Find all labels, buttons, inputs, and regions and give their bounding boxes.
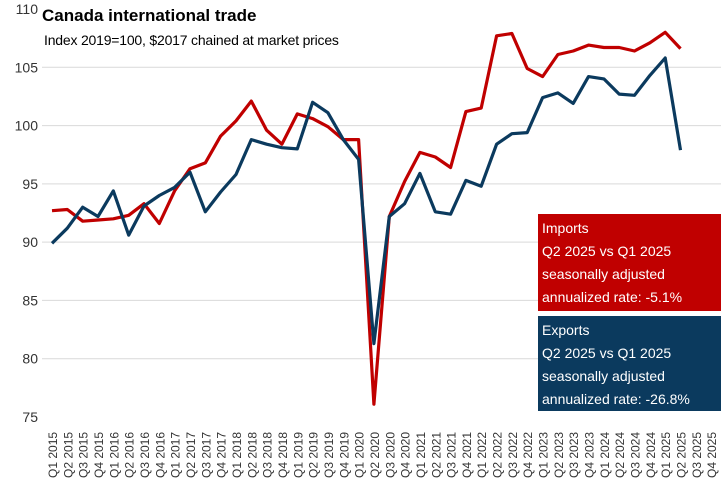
x-tick-label: Q4 2020 <box>399 432 413 478</box>
x-tick-label: Q2 2019 <box>307 432 321 478</box>
x-tick-label: Q1 2018 <box>230 432 244 478</box>
exports-annotation-line: seasonally adjusted <box>542 368 665 384</box>
exports-annotation-line: Exports <box>542 322 590 338</box>
series-line-imports <box>51 30 682 406</box>
x-tick-label: Q3 2023 <box>567 432 581 478</box>
x-tick-label: Q2 2023 <box>552 432 566 478</box>
x-tick-label: Q3 2025 <box>690 432 704 478</box>
x-tick-label: Q4 2018 <box>276 432 290 478</box>
x-tick-label: Q3 2019 <box>322 432 336 478</box>
x-tick-label: Q2 2025 <box>675 432 689 478</box>
x-tick-label: Q1 2021 <box>414 432 428 478</box>
x-tick-label: Q4 2023 <box>583 432 597 478</box>
chart-title: Canada international trade <box>42 6 257 25</box>
imports-annotation-line: annualized rate: -5.1% <box>542 289 683 305</box>
x-tick-label: Q2 2015 <box>61 432 75 478</box>
x-tick-label: Q1 2025 <box>659 432 673 478</box>
x-tick-label: Q1 2015 <box>46 432 60 478</box>
x-tick-label: Q4 2024 <box>644 432 658 478</box>
x-tick-label: Q3 2015 <box>77 432 91 478</box>
x-tick-label: Q2 2020 <box>368 432 382 478</box>
x-tick-label: Q4 2025 <box>705 432 719 478</box>
x-tick-label: Q4 2015 <box>92 432 106 478</box>
x-tick-label: Q2 2018 <box>245 432 259 478</box>
x-tick-label: Q2 2017 <box>184 432 198 478</box>
x-tick-label: Q3 2018 <box>261 432 275 478</box>
y-tick-label: 75 <box>22 409 38 425</box>
y-tick-label: 85 <box>22 292 38 308</box>
x-tick-label: Q1 2016 <box>107 432 121 478</box>
y-tick-label: 110 <box>16 1 39 17</box>
y-tick-label: 95 <box>22 176 38 192</box>
x-tick-label: Q4 2019 <box>337 432 351 478</box>
y-tick-label: 90 <box>22 234 38 250</box>
x-tick-label: Q1 2024 <box>598 432 612 478</box>
x-tick-label: Q2 2016 <box>123 432 137 478</box>
exports-annotation: Exports Q2 2025 vs Q1 2025 seasonally ad… <box>538 316 721 411</box>
x-tick-label: Q3 2020 <box>383 432 397 478</box>
y-tick-label: 105 <box>15 59 39 75</box>
chart-subtitle: Index 2019=100, $2017 chained at market … <box>44 32 339 48</box>
x-tick-label: Q3 2016 <box>138 432 152 478</box>
exports-annotation-line: Q2 2025 vs Q1 2025 <box>542 345 672 361</box>
exports-annotation-line: annualized rate: -26.8% <box>542 391 690 407</box>
x-tick-label: Q4 2022 <box>521 432 535 478</box>
x-tick-label: Q2 2022 <box>491 432 505 478</box>
series-line-exports <box>50 56 683 346</box>
x-tick-label: Q1 2019 <box>291 432 305 478</box>
x-tick-label: Q1 2023 <box>537 432 551 478</box>
imports-annotation: Imports Q2 2025 vs Q1 2025 seasonally ad… <box>538 214 721 311</box>
x-tick-label: Q4 2016 <box>153 432 167 478</box>
x-tick-label: Q3 2021 <box>445 432 459 478</box>
x-tick-label: Q2 2021 <box>429 432 443 478</box>
x-tick-label: Q4 2021 <box>460 432 474 478</box>
imports-annotation-line: Q2 2025 vs Q1 2025 <box>542 243 672 259</box>
y-tick-label: 80 <box>22 351 38 367</box>
x-tick-label: Q1 2022 <box>475 432 489 478</box>
y-tick-label: 100 <box>15 118 39 134</box>
x-tick-label: Q3 2022 <box>506 432 520 478</box>
x-tick-label: Q3 2017 <box>199 432 213 478</box>
x-tick-label: Q1 2017 <box>169 432 183 478</box>
x-tick-label: Q3 2024 <box>629 432 643 478</box>
x-tick-label: Q2 2024 <box>613 432 627 478</box>
x-tick-label: Q4 2017 <box>215 432 229 478</box>
imports-annotation-line: Imports <box>542 220 589 236</box>
x-tick-label: Q1 2020 <box>353 432 367 478</box>
imports-annotation-line: seasonally adjusted <box>542 266 665 282</box>
